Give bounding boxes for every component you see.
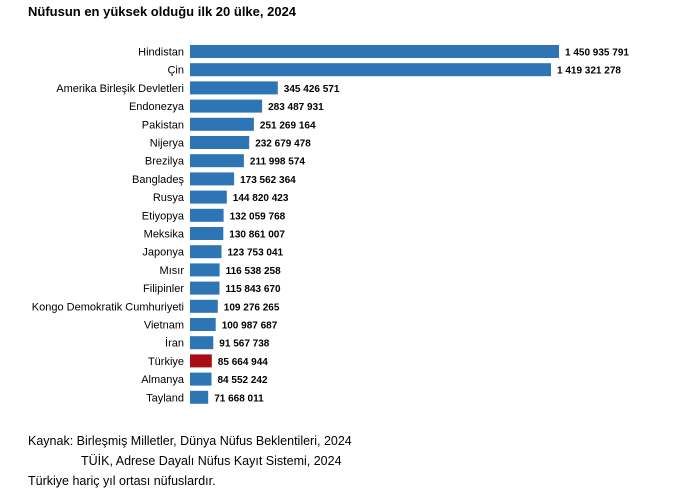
value-label-19: 71 668 011 — [214, 393, 264, 404]
value-label-6: 211 998 574 — [250, 157, 305, 168]
bar-12 — [190, 263, 220, 277]
category-label-7: Bangladeş — [132, 174, 184, 186]
bar-0 — [190, 45, 559, 58]
bar-15 — [190, 318, 216, 331]
bar-14 — [190, 299, 218, 313]
value-label-3: 283 487 931 — [268, 102, 324, 113]
category-label-8: Rusya — [153, 192, 185, 204]
chart-title: Nüfusun en yüksek olduğu ilk 20 ülke, 20… — [28, 4, 297, 19]
category-label-4: Pakistan — [142, 119, 184, 131]
bar-11 — [190, 245, 222, 259]
bar-1 — [190, 63, 551, 77]
value-label-0: 1 450 935 791 — [565, 48, 629, 59]
bar-18 — [190, 372, 212, 386]
category-label-13: Filipinler — [143, 283, 184, 295]
bar-17 — [190, 354, 212, 368]
bar-3 — [190, 99, 263, 113]
value-labels: 1 450 935 791 1 419 321 278 345 426 571 283… — [214, 48, 629, 405]
bar-6 — [190, 154, 244, 168]
bar-5 — [190, 136, 250, 149]
bar-7 — [190, 172, 235, 186]
source-note: Türkiye hariç yıl ortası nüfuslardır. — [28, 474, 216, 488]
category-label-12: Mısır — [160, 265, 185, 277]
category-label-17: Türkiye — [148, 356, 184, 368]
bar-4 — [190, 117, 254, 131]
category-label-14: Kongo Demokratik Cumhuriyeti — [32, 301, 184, 313]
value-label-2: 345 426 571 — [284, 84, 340, 95]
category-label-2: Amerika Birleşik Devletleri — [56, 83, 184, 95]
value-label-1: 1 419 321 278 — [557, 66, 621, 77]
bar-13 — [190, 281, 220, 295]
value-label-12: 116 538 258 — [226, 266, 281, 277]
category-label-1: Çin — [167, 65, 184, 77]
value-label-8: 144 820 423 — [233, 193, 289, 204]
bar-10 — [190, 227, 224, 240]
bar-9 — [190, 208, 224, 222]
category-label-16: İran — [165, 337, 184, 350]
value-label-11: 123 753 041 — [228, 248, 284, 259]
value-label-10: 130 861 007 — [229, 230, 285, 241]
value-label-5: 232 679 478 — [255, 139, 311, 150]
category-labels: Hindistan Çin Amerika Birleşik Devletleri E… — [32, 47, 185, 405]
category-label-15: Vietnam — [144, 320, 184, 332]
category-label-10: Meksika — [144, 229, 185, 241]
bar-19 — [190, 390, 209, 404]
source-line-2: TÜİK, Adrese Dayalı Nüfus Kayıt Sistemi,… — [81, 454, 342, 468]
category-label-6: Brezilya — [145, 156, 185, 168]
category-label-3: Endonezya — [129, 101, 185, 113]
value-label-18: 84 552 242 — [218, 375, 268, 386]
value-label-15: 100 987 687 — [222, 321, 278, 332]
value-label-9: 132 059 768 — [230, 211, 286, 222]
category-label-5: Nijerya — [150, 138, 185, 150]
category-label-19: Tayland — [146, 392, 184, 404]
value-label-17: 85 664 944 — [218, 357, 268, 368]
category-label-18: Almanya — [141, 374, 185, 386]
bar-8 — [190, 190, 227, 204]
value-label-4: 251 269 164 — [260, 120, 316, 131]
category-label-11: Japonya — [142, 247, 184, 259]
bars — [190, 45, 559, 404]
category-label-9: Etiyopya — [142, 210, 185, 222]
value-label-16: 91 567 738 — [219, 339, 269, 350]
category-label-0: Hindistan — [138, 47, 184, 59]
bar-2 — [190, 81, 278, 95]
value-label-13: 115 843 670 — [226, 284, 281, 295]
source-line-1: Kaynak: Birleşmiş Milletler, Dünya Nüfus… — [28, 434, 352, 448]
value-label-7: 173 562 364 — [240, 175, 296, 186]
value-label-14: 109 276 265 — [224, 302, 280, 313]
bar-16 — [190, 336, 214, 350]
